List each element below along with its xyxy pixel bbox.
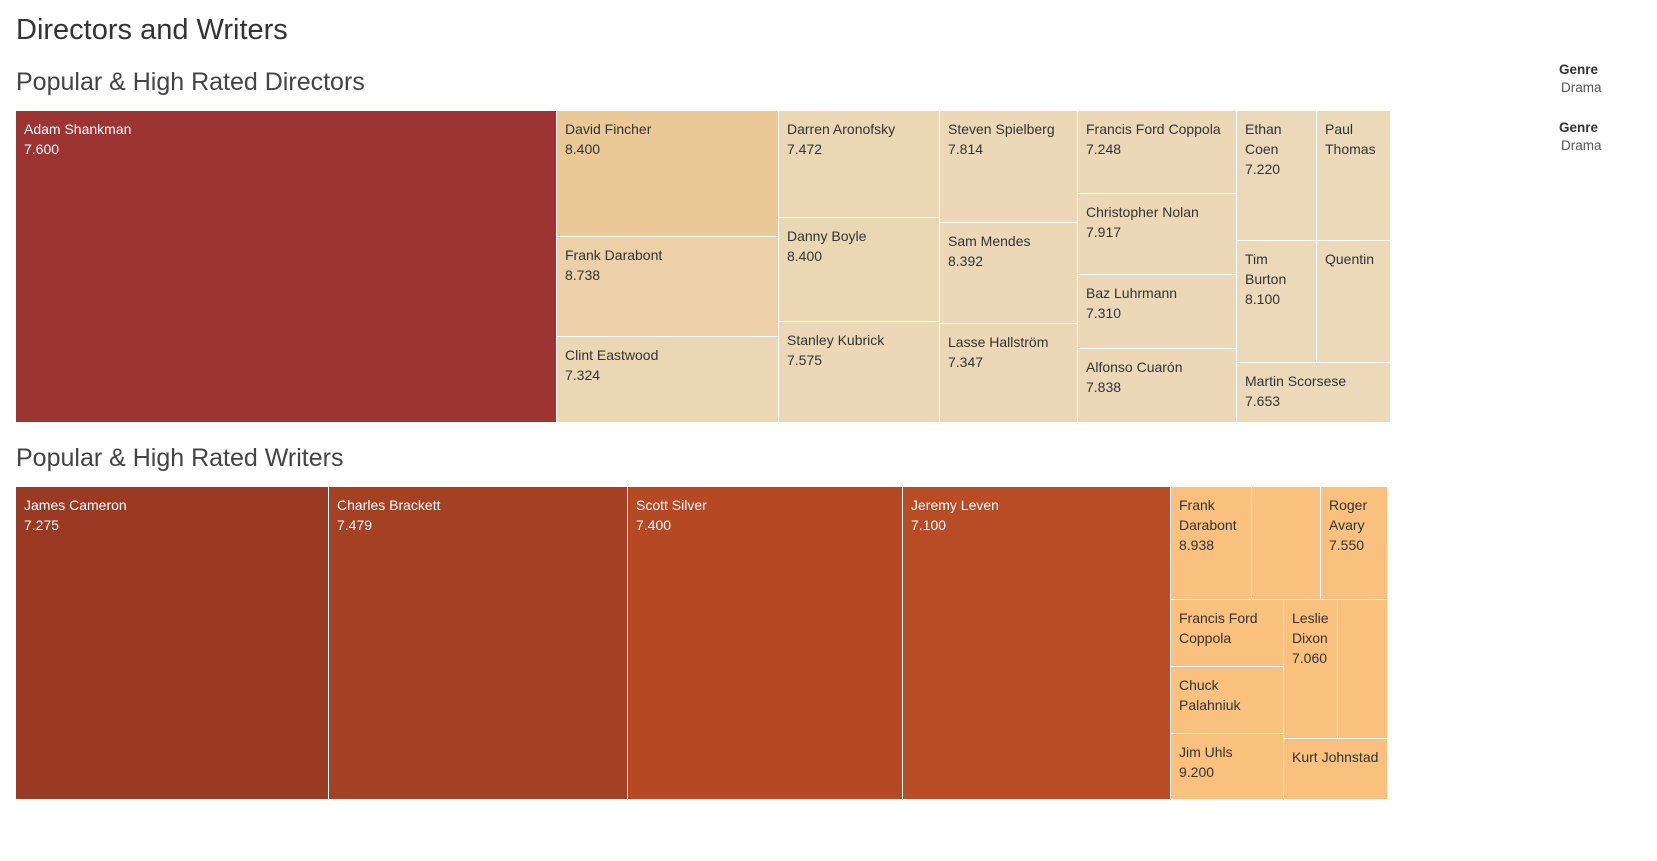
- treemap-tile[interactable]: Kurt Johnstad: [1284, 739, 1388, 800]
- treemap-tile[interactable]: [1252, 487, 1321, 600]
- treemap-tile[interactable]: Paul Thomas: [1317, 111, 1391, 241]
- tile-value: 7.479: [337, 517, 373, 533]
- tile-name: James Cameron: [24, 497, 127, 513]
- legend-value[interactable]: Drama: [1561, 138, 1602, 153]
- tile-value: 7.248: [1086, 141, 1122, 157]
- tile-name: Tim Burton: [1245, 251, 1287, 287]
- treemap-tile[interactable]: Roger Avary 7.550: [1321, 487, 1388, 600]
- treemap-tile[interactable]: Leslie Dixon 7.060: [1284, 600, 1338, 739]
- tile-name: Stanley Kubrick: [787, 332, 885, 348]
- tile-name: David Fincher: [565, 121, 652, 137]
- treemap-tile[interactable]: Darren Aronofsky 7.472: [779, 111, 940, 218]
- tile-name: Paul Thomas: [1325, 121, 1376, 157]
- treemap-tile[interactable]: David Fincher 8.400: [557, 111, 779, 237]
- tile-value: 8.392: [948, 253, 984, 269]
- directors-treemap: Adam Shankman 7.600 David Fincher 8.400 Fran…: [16, 111, 1391, 423]
- tile-value: 7.600: [24, 141, 60, 157]
- tile-name: Clint Eastwood: [565, 347, 659, 363]
- treemap-tile[interactable]: [1338, 600, 1388, 739]
- treemap-tile[interactable]: Martin Scorsese 7.653: [1237, 363, 1391, 423]
- tile-value: 8.100: [1245, 291, 1281, 307]
- treemap-tile[interactable]: Lasse Hallström 7.347: [940, 324, 1078, 423]
- tile-name: Jim Uhls: [1179, 744, 1233, 760]
- treemap-tile[interactable]: Tim Burton 8.100: [1237, 241, 1317, 363]
- tile-name: Sam Mendes: [948, 233, 1031, 249]
- tile-value: 9.200: [1179, 764, 1215, 780]
- tile-value: 7.814: [948, 141, 984, 157]
- tile-name: Darren Aronofsky: [787, 121, 896, 137]
- writers-chart-title: Popular & High Rated Writers: [16, 444, 344, 472]
- treemap-tile[interactable]: Stanley Kubrick 7.575: [779, 322, 940, 423]
- tile-value: 8.938: [1179, 537, 1215, 553]
- treemap-tile[interactable]: Sam Mendes 8.392: [940, 223, 1078, 324]
- genre-legend-1[interactable]: Genre Drama: [1559, 62, 1602, 95]
- tile-value: 7.275: [24, 517, 60, 533]
- tile-value: 7.838: [1086, 379, 1122, 395]
- tile-name: Leslie Dixon: [1292, 610, 1329, 646]
- tile-name: Danny Boyle: [787, 228, 867, 244]
- treemap-tile[interactable]: Clint Eastwood 7.324: [557, 337, 779, 423]
- treemap-tile[interactable]: Francis Ford Coppola: [1171, 600, 1284, 667]
- legend-value[interactable]: Drama: [1561, 80, 1602, 95]
- tile-value: 7.220: [1245, 161, 1281, 177]
- tile-value: 8.738: [565, 267, 601, 283]
- tile-name: Ethan Coen: [1245, 121, 1282, 157]
- tile-name: Francis Ford Coppola: [1179, 610, 1258, 646]
- tile-name: Roger Avary: [1329, 497, 1368, 533]
- tile-value: 7.347: [948, 354, 984, 370]
- treemap-tile[interactable]: Ethan Coen 7.220: [1237, 111, 1317, 241]
- treemap-tile[interactable]: Chuck Palahniuk: [1171, 667, 1284, 734]
- tile-name: Baz Luhrmann: [1086, 285, 1178, 301]
- tile-name: Frank Darabont: [565, 247, 663, 263]
- tile-name: Kurt Johnstad: [1292, 749, 1379, 765]
- treemap-tile[interactable]: Quentin: [1317, 241, 1391, 363]
- treemap-tile[interactable]: Danny Boyle 8.400: [779, 218, 940, 322]
- tile-name: Alfonso Cuarón: [1086, 359, 1183, 375]
- tile-value: 7.310: [1086, 305, 1122, 321]
- tile-name: Scott Silver: [636, 497, 707, 513]
- treemap-tile[interactable]: Alfonso Cuarón 7.838: [1078, 349, 1237, 423]
- tile-name: Chuck Palahniuk: [1179, 677, 1241, 713]
- treemap-tile[interactable]: Frank Darabont 8.738: [557, 237, 779, 337]
- tile-value: 7.060: [1292, 650, 1328, 666]
- tile-value: 7.100: [911, 517, 947, 533]
- dashboard-title: Directors and Writers: [16, 14, 288, 46]
- tile-value: 8.400: [787, 248, 823, 264]
- treemap-tile[interactable]: Baz Luhrmann 7.310: [1078, 275, 1237, 349]
- tile-value: 8.400: [565, 141, 601, 157]
- tile-name: Martin Scorsese: [1245, 373, 1347, 389]
- treemap-tile[interactable]: Scott Silver 7.400: [628, 487, 903, 800]
- tile-value: 7.917: [1086, 224, 1122, 240]
- tile-name: Adam Shankman: [24, 121, 132, 137]
- tile-name: Francis Ford Coppola: [1086, 121, 1221, 137]
- tile-name: Lasse Hallström: [948, 334, 1049, 350]
- legend-title: Genre: [1559, 62, 1599, 77]
- treemap-tile[interactable]: Francis Ford Coppola 7.248: [1078, 111, 1237, 194]
- writers-treemap: James Cameron 7.275 Charles Brackett 7.479 S…: [16, 487, 1388, 800]
- tile-value: 7.400: [636, 517, 672, 533]
- treemap-tile[interactable]: Adam Shankman 7.600: [16, 111, 557, 423]
- tile-value: 7.324: [565, 367, 601, 383]
- tile-name: Frank Darabont: [1179, 497, 1237, 533]
- tile-name: Christopher Nolan: [1086, 204, 1199, 220]
- tile-name: Jeremy Leven: [911, 497, 999, 513]
- tile-value: 7.472: [787, 141, 823, 157]
- tile-value: 7.575: [787, 352, 823, 368]
- tile-name: Quentin: [1325, 251, 1375, 267]
- treemap-tile[interactable]: Charles Brackett 7.479: [329, 487, 628, 800]
- treemap-tile[interactable]: Frank Darabont 8.938: [1171, 487, 1252, 600]
- tile-value: 7.550: [1329, 537, 1365, 553]
- tile-name: Charles Brackett: [337, 497, 441, 513]
- legend-title: Genre: [1559, 120, 1599, 135]
- tile-value: 7.653: [1245, 393, 1281, 409]
- treemap-tile[interactable]: James Cameron 7.275: [16, 487, 329, 800]
- tile-name: Steven Spielberg: [948, 121, 1055, 137]
- treemap-tile[interactable]: Christopher Nolan 7.917: [1078, 194, 1237, 275]
- treemap-tile[interactable]: Steven Spielberg 7.814: [940, 111, 1078, 223]
- treemap-tile[interactable]: Jim Uhls 9.200: [1171, 734, 1284, 800]
- genre-legend-2[interactable]: Genre Drama: [1559, 120, 1602, 153]
- directors-chart-title: Popular & High Rated Directors: [16, 68, 365, 96]
- treemap-tile[interactable]: Jeremy Leven 7.100: [903, 487, 1171, 800]
